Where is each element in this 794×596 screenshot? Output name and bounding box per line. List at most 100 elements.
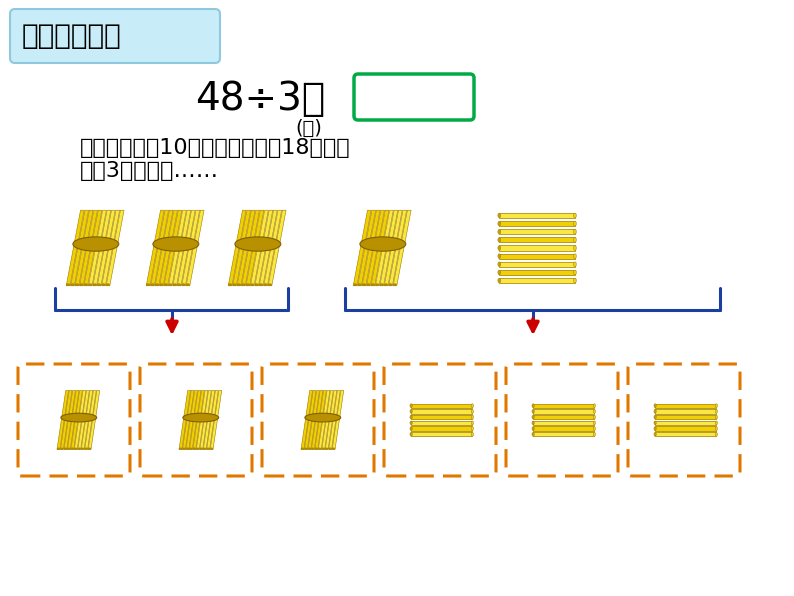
Polygon shape (499, 237, 575, 243)
Ellipse shape (471, 415, 473, 419)
Ellipse shape (573, 262, 576, 266)
Ellipse shape (250, 284, 254, 286)
Polygon shape (322, 390, 333, 449)
Polygon shape (228, 210, 246, 286)
Ellipse shape (498, 254, 501, 259)
Polygon shape (260, 210, 277, 286)
Ellipse shape (79, 284, 83, 286)
Polygon shape (200, 390, 211, 449)
Ellipse shape (532, 403, 534, 408)
Ellipse shape (329, 448, 331, 449)
Text: 插到3个花瓶中……: 插到3个花瓶中…… (80, 161, 219, 181)
Ellipse shape (75, 448, 77, 449)
Ellipse shape (206, 448, 210, 449)
Ellipse shape (376, 284, 379, 286)
Polygon shape (85, 390, 96, 449)
Ellipse shape (210, 448, 213, 449)
Ellipse shape (203, 448, 206, 449)
Polygon shape (264, 210, 282, 286)
Ellipse shape (654, 427, 657, 430)
Polygon shape (173, 210, 191, 286)
Polygon shape (380, 210, 398, 286)
Ellipse shape (322, 448, 325, 449)
Ellipse shape (71, 448, 74, 449)
Ellipse shape (57, 448, 60, 449)
Polygon shape (155, 210, 173, 286)
Polygon shape (308, 390, 319, 449)
Ellipse shape (715, 433, 718, 436)
Polygon shape (326, 390, 337, 449)
Ellipse shape (235, 237, 281, 251)
Ellipse shape (164, 284, 168, 286)
Polygon shape (655, 421, 716, 425)
Ellipse shape (498, 237, 501, 242)
Polygon shape (329, 390, 341, 449)
Ellipse shape (715, 409, 718, 413)
Ellipse shape (573, 237, 576, 242)
Polygon shape (376, 210, 393, 286)
Ellipse shape (410, 415, 412, 419)
Polygon shape (533, 415, 595, 419)
Ellipse shape (532, 421, 534, 425)
Ellipse shape (177, 284, 181, 286)
Ellipse shape (593, 421, 596, 425)
Polygon shape (533, 403, 595, 408)
Ellipse shape (318, 448, 321, 449)
Polygon shape (75, 210, 93, 286)
Ellipse shape (498, 229, 501, 234)
Ellipse shape (84, 284, 87, 286)
Polygon shape (533, 427, 595, 431)
Polygon shape (389, 210, 407, 286)
Ellipse shape (187, 284, 190, 286)
Ellipse shape (260, 284, 263, 286)
Polygon shape (499, 278, 575, 283)
Polygon shape (533, 421, 595, 425)
Ellipse shape (654, 433, 657, 436)
Ellipse shape (471, 403, 473, 408)
Ellipse shape (593, 403, 596, 408)
Polygon shape (186, 210, 204, 286)
Ellipse shape (498, 221, 501, 226)
Ellipse shape (155, 284, 159, 286)
Ellipse shape (193, 448, 195, 449)
Polygon shape (250, 210, 268, 286)
FancyBboxPatch shape (18, 364, 130, 476)
Ellipse shape (75, 284, 79, 286)
Ellipse shape (654, 415, 657, 419)
Polygon shape (71, 390, 83, 449)
Ellipse shape (264, 284, 268, 286)
Polygon shape (64, 390, 75, 449)
Polygon shape (315, 390, 326, 449)
Text: 先每个花瓶插10枝，再把剩下的18枝平均: 先每个花瓶插10枝，再把剩下的18枝平均 (80, 138, 351, 158)
Polygon shape (411, 427, 472, 431)
Ellipse shape (358, 284, 361, 286)
Polygon shape (655, 427, 716, 431)
Polygon shape (499, 253, 575, 259)
Polygon shape (655, 403, 716, 408)
Ellipse shape (471, 421, 473, 425)
Polygon shape (411, 415, 472, 419)
Polygon shape (241, 210, 260, 286)
Ellipse shape (393, 284, 397, 286)
Ellipse shape (532, 409, 534, 413)
Ellipse shape (311, 448, 314, 449)
Polygon shape (186, 390, 198, 449)
Polygon shape (67, 390, 79, 449)
Polygon shape (168, 210, 187, 286)
Polygon shape (88, 210, 106, 286)
Ellipse shape (237, 284, 241, 286)
Polygon shape (177, 210, 195, 286)
Ellipse shape (573, 254, 576, 259)
Polygon shape (81, 390, 93, 449)
Ellipse shape (715, 403, 718, 408)
Polygon shape (393, 210, 411, 286)
Polygon shape (210, 390, 222, 449)
Ellipse shape (200, 448, 202, 449)
Polygon shape (499, 270, 575, 275)
Polygon shape (206, 390, 218, 449)
Ellipse shape (85, 448, 87, 449)
FancyBboxPatch shape (628, 364, 740, 476)
Ellipse shape (326, 448, 328, 449)
Ellipse shape (498, 278, 501, 283)
Ellipse shape (98, 284, 101, 286)
